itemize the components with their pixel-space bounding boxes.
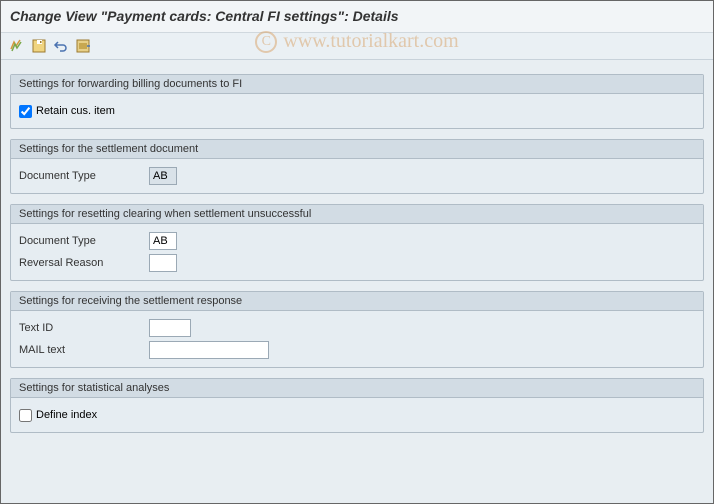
define-label: Define index	[36, 409, 97, 421]
doctype-field[interactable]	[149, 232, 177, 250]
group-header: Settings for statistical analyses	[11, 379, 703, 398]
toggle-icon[interactable]	[8, 37, 26, 55]
group-forwarding: Settings for forwarding billing document…	[10, 74, 704, 129]
undo-icon[interactable]	[52, 37, 70, 55]
mail-field[interactable]	[149, 341, 269, 359]
reversal-label: Reversal Reason	[19, 257, 149, 269]
define-checkbox-input[interactable]	[19, 409, 32, 422]
retain-label: Retain cus. item	[36, 105, 115, 117]
textid-label: Text ID	[19, 322, 149, 334]
textid-field[interactable]	[149, 319, 191, 337]
group-header: Settings for resetting clearing when set…	[11, 205, 703, 224]
group-reset-clearing: Settings for resetting clearing when set…	[10, 204, 704, 281]
retain-cus-item-checkbox[interactable]: Retain cus. item	[19, 105, 115, 118]
define-index-checkbox[interactable]: Define index	[19, 409, 97, 422]
group-stats: Settings for statistical analyses Define…	[10, 378, 704, 433]
group-response: Settings for receiving the settlement re…	[10, 291, 704, 368]
group-header: Settings for receiving the settlement re…	[11, 292, 703, 311]
retain-checkbox-input[interactable]	[19, 105, 32, 118]
doctype-label: Document Type	[19, 235, 149, 247]
save-icon[interactable]	[30, 37, 48, 55]
page-title: Change View "Payment cards: Central FI s…	[0, 0, 714, 33]
transport-icon[interactable]	[74, 37, 92, 55]
reversal-field[interactable]	[149, 254, 177, 272]
content-area: Settings for forwarding billing document…	[0, 60, 714, 453]
toolbar	[0, 33, 714, 60]
group-header: Settings for the settlement document	[11, 140, 703, 159]
doctype-field[interactable]	[149, 167, 177, 185]
doctype-label: Document Type	[19, 170, 149, 182]
mail-label: MAIL text	[19, 344, 149, 356]
group-header: Settings for forwarding billing document…	[11, 75, 703, 94]
group-settlement-doc: Settings for the settlement document Doc…	[10, 139, 704, 194]
